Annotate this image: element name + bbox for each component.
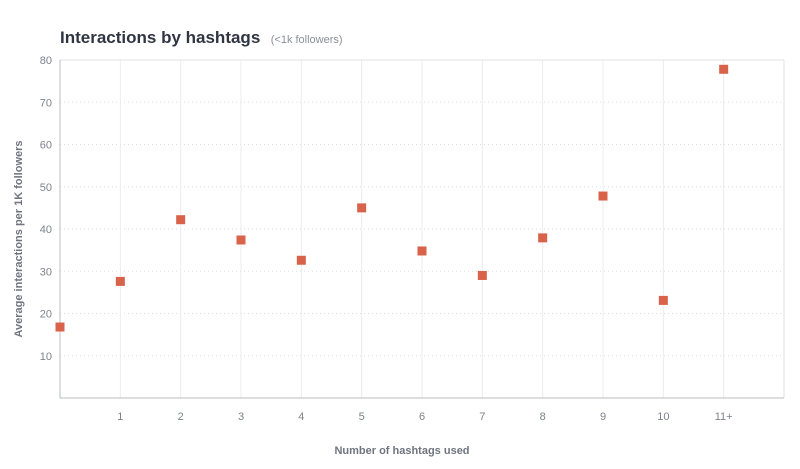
data-point [477,270,487,280]
data-point [538,233,548,243]
x-tick-label: 3 [238,411,244,423]
x-tick-label: 11+ [715,411,733,423]
tick-labels: 10 20 30 40 50 60 70 80 1 2 3 4 5 6 7 8 9 10 11+ [40,55,733,423]
data-point [236,235,246,245]
chart-title-row: Interactions by hashtags (<1k followers) [60,28,343,48]
x-tick-label: 8 [540,411,546,423]
grid [60,59,784,398]
y-tick-label: 80 [40,55,52,67]
data-point [658,295,668,305]
x-tick-label: 9 [600,411,606,423]
data-points [55,64,729,332]
x-tick-label: 6 [419,411,425,423]
chart-title: Interactions by hashtags [60,28,261,47]
x-tick-label: 2 [178,411,184,423]
data-point [417,246,427,256]
data-point [115,276,125,286]
y-tick-label: 20 [40,309,52,321]
x-axis-title: Number of hashtags used [334,445,469,457]
data-point [719,64,729,74]
x-tick-label: 4 [298,411,304,423]
y-tick-label: 50 [40,182,52,194]
axes [59,59,785,399]
x-tick-label: 5 [359,411,365,423]
data-point [55,322,65,332]
y-axis-title: Average interactions per 1K followers [13,140,25,337]
x-tick-label: 1 [117,411,123,423]
chart-subtitle: (<1k followers) [270,34,343,46]
y-tick-label: 10 [40,351,52,363]
y-tick-label: 30 [40,266,52,278]
y-tick-label: 60 [40,140,52,152]
x-tick-label: 7 [479,411,485,423]
data-point [598,191,608,201]
data-point [357,203,367,213]
x-tick-label: 10 [657,411,669,423]
data-point [176,215,186,225]
y-tick-label: 40 [40,224,52,236]
y-tick-label: 70 [40,97,52,109]
data-point [296,255,306,265]
